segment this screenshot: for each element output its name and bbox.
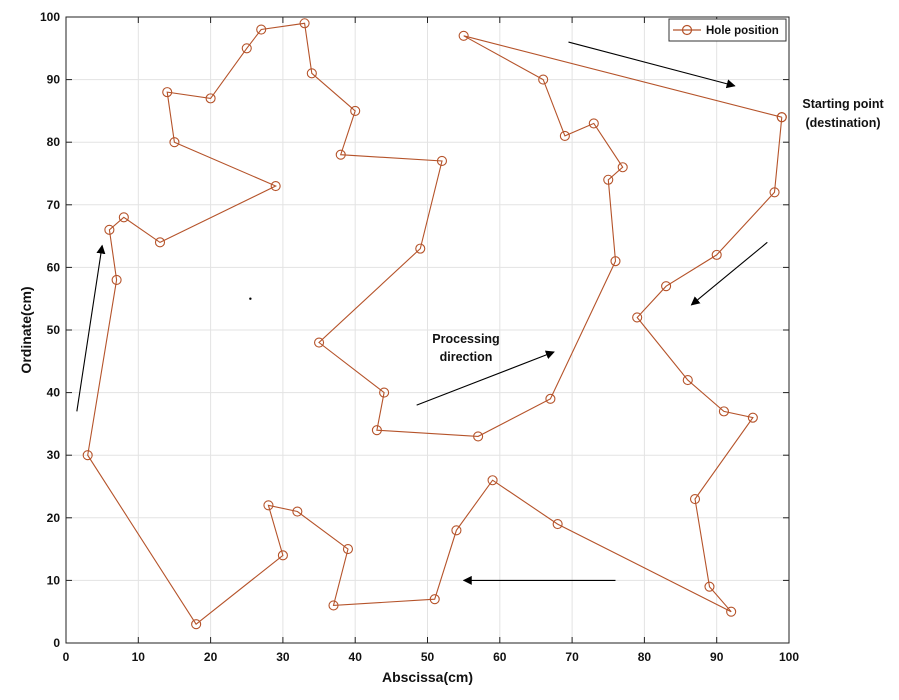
legend-label: Hole position [706,25,779,37]
hole-marker [111,274,122,285]
hole-marker [371,425,382,436]
hole-marker [205,93,216,104]
y-tick-label: 70 [47,198,61,212]
hole-marker [379,387,390,398]
hole-marker [436,155,448,167]
hole-marker [617,162,628,173]
hole-marker [241,43,252,54]
hole-marker [335,149,346,160]
y-tick-label: 60 [47,260,61,274]
hole-marker [342,544,354,555]
hole-marker [632,312,643,323]
hole-marker [162,87,173,98]
hole-marker [776,112,787,123]
route-series [82,18,787,630]
hole-marker [711,249,722,260]
x-tick-label: 20 [204,650,218,664]
hole-marker [718,406,729,417]
hole-marker [299,18,310,29]
x-tick-label: 100 [779,650,799,664]
legend-box [668,18,787,42]
direction-arrow [690,241,768,306]
y-tick-label: 20 [47,511,61,525]
hole-marker [458,30,469,41]
hole-marker [313,337,325,348]
hole-marker [263,500,274,511]
processing-direction-label: Processing [432,332,499,346]
x-tick-label: 50 [421,650,435,664]
hole-marker [191,619,202,630]
x-tick-label: 90 [710,650,724,664]
direction-arrows [76,41,768,585]
stray-dot [249,297,252,300]
hole-marker [277,550,288,561]
hole-marker [306,68,317,79]
hole-marker [661,281,672,292]
legend: Hole position [668,18,787,42]
hole-marker [588,118,599,129]
y-tick-label: 0 [53,636,60,650]
direction-arrow [568,41,736,89]
hole-marker [689,493,701,505]
hole-marker [169,137,180,148]
x-axis-title: Abscissa(cm) [382,669,473,685]
x-tick-label: 60 [493,650,507,664]
y-tick-label: 30 [47,448,61,462]
starting-point-sublabel: (destination) [806,116,881,130]
hole-marker [328,600,339,611]
hole-marker [473,431,484,442]
y-axis-title: Ordinate(cm) [18,286,34,373]
hole-marker [154,237,166,248]
y-tick-label: 40 [47,386,61,400]
hole-marker [747,412,758,423]
hole-marker [118,212,129,223]
hole-marker [769,187,780,198]
starting-point-label: Starting point [802,97,884,111]
hole-marker [726,606,737,617]
hole-marker [545,393,556,404]
y-tick-label: 80 [47,135,61,149]
hole-marker [350,105,361,116]
hole-marker [610,256,621,267]
hole-marker [104,224,115,235]
processing-direction-sublabel: direction [440,350,493,364]
hole-marker [451,525,462,536]
hole-marker [704,581,715,592]
x-tick-label: 40 [349,650,363,664]
hole-marker [256,24,267,35]
direction-arrow [76,244,106,412]
x-tick-label: 80 [638,650,652,664]
y-tick-label: 10 [47,573,61,587]
x-tick-label: 30 [276,650,290,664]
hole-marker [538,74,549,85]
hole-marker [429,594,440,605]
legend-marker [681,24,693,36]
x-tick-label: 0 [63,650,70,664]
hole-marker [559,130,570,141]
hole-marker [552,519,563,530]
y-tick-label: 100 [40,10,60,24]
hole-marker [487,475,498,486]
x-tick-label: 10 [132,650,146,664]
hole-marker [415,243,426,254]
route-line [87,22,783,626]
x-tick-label: 70 [565,650,579,664]
hole-marker [292,506,303,517]
hole-marker [682,375,693,386]
y-tick-label: 90 [47,73,61,87]
hole-marker [82,450,93,461]
y-tick-label: 50 [47,323,61,337]
direction-arrow [416,350,555,406]
hole-marker [603,174,614,185]
plot-frame [65,16,790,644]
hole-marker [270,180,281,192]
